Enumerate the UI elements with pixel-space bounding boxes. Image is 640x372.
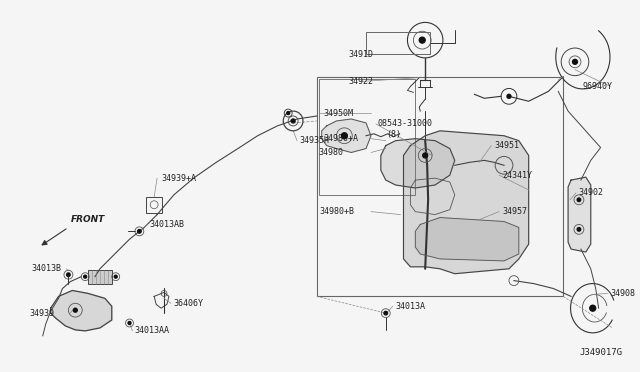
Circle shape <box>419 37 425 43</box>
Circle shape <box>74 308 77 312</box>
Text: 34013AB: 34013AB <box>149 220 184 229</box>
Text: 34013B: 34013B <box>31 264 61 273</box>
Bar <box>366 32 430 54</box>
Text: 34902: 34902 <box>578 188 603 198</box>
Circle shape <box>422 153 428 158</box>
Polygon shape <box>415 218 519 261</box>
Polygon shape <box>322 119 371 153</box>
Text: 96940Y: 96940Y <box>583 82 613 91</box>
Bar <box>88 270 112 283</box>
Polygon shape <box>51 291 112 331</box>
Text: 34980: 34980 <box>319 148 344 157</box>
Text: 08543-31000: 08543-31000 <box>378 119 433 128</box>
Polygon shape <box>568 177 591 252</box>
Text: 34951: 34951 <box>494 141 519 150</box>
Circle shape <box>291 119 295 123</box>
Text: 24341Y: 24341Y <box>502 171 532 180</box>
Text: 34922: 34922 <box>348 77 373 86</box>
Polygon shape <box>403 131 529 274</box>
Circle shape <box>341 133 348 139</box>
Text: FRONT: FRONT <box>70 215 104 224</box>
Text: 34939: 34939 <box>29 309 54 318</box>
Text: (8): (8) <box>386 130 401 139</box>
Text: 34935H: 34935H <box>299 136 329 145</box>
Text: 34013A: 34013A <box>396 302 426 311</box>
Circle shape <box>67 273 70 276</box>
Text: 34939+A: 34939+A <box>161 174 196 183</box>
Circle shape <box>114 275 117 278</box>
Circle shape <box>138 230 141 233</box>
Circle shape <box>573 60 577 64</box>
Text: 34950M: 34950M <box>324 109 354 118</box>
Polygon shape <box>381 139 455 188</box>
Circle shape <box>507 94 511 98</box>
Text: 34908: 34908 <box>611 289 636 298</box>
Circle shape <box>577 228 580 231</box>
Text: 34957: 34957 <box>502 207 527 216</box>
Circle shape <box>590 305 596 311</box>
Bar <box>319 78 415 195</box>
Text: 3491D: 3491D <box>348 51 373 60</box>
Text: 34980+B: 34980+B <box>320 207 355 216</box>
Text: J349017G: J349017G <box>579 349 622 357</box>
Text: 34980+A: 34980+A <box>324 134 358 143</box>
Circle shape <box>287 112 290 115</box>
Text: 34013AA: 34013AA <box>134 326 170 336</box>
Text: 36406Y: 36406Y <box>174 299 204 308</box>
Bar <box>317 77 563 296</box>
Circle shape <box>128 321 131 324</box>
Circle shape <box>84 275 86 278</box>
Circle shape <box>384 311 388 315</box>
Bar <box>147 197 162 213</box>
Circle shape <box>577 198 580 202</box>
